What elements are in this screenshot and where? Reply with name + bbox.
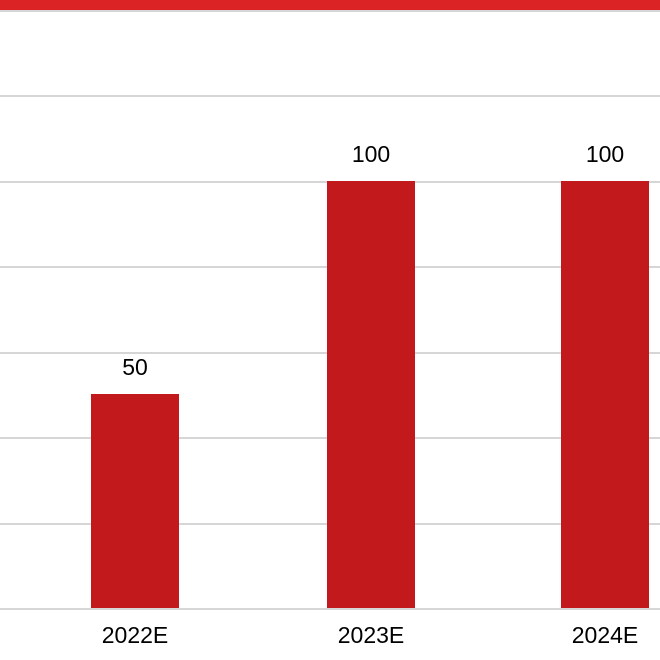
x-axis-label: 2024E xyxy=(535,622,660,649)
bar-value-label: 50 xyxy=(61,354,209,381)
gridline xyxy=(0,95,660,97)
x-axis: 2022E 2023E 2024E xyxy=(0,622,660,660)
x-axis-label: 2023E xyxy=(301,622,441,649)
bar-2022E xyxy=(91,394,179,608)
bar-value-label: 100 xyxy=(531,141,660,168)
bar-chart: 50 100 100 2022E 2023E 2024E xyxy=(0,0,660,660)
bar-2023E xyxy=(327,181,415,608)
plot-area: 50 100 100 xyxy=(0,10,660,608)
bar-value-label: 100 xyxy=(297,141,445,168)
top-accent-bar xyxy=(0,0,660,10)
gridline xyxy=(0,608,660,610)
gridline xyxy=(0,10,660,12)
bar-2024E xyxy=(561,181,649,608)
x-axis-label: 2022E xyxy=(65,622,205,649)
